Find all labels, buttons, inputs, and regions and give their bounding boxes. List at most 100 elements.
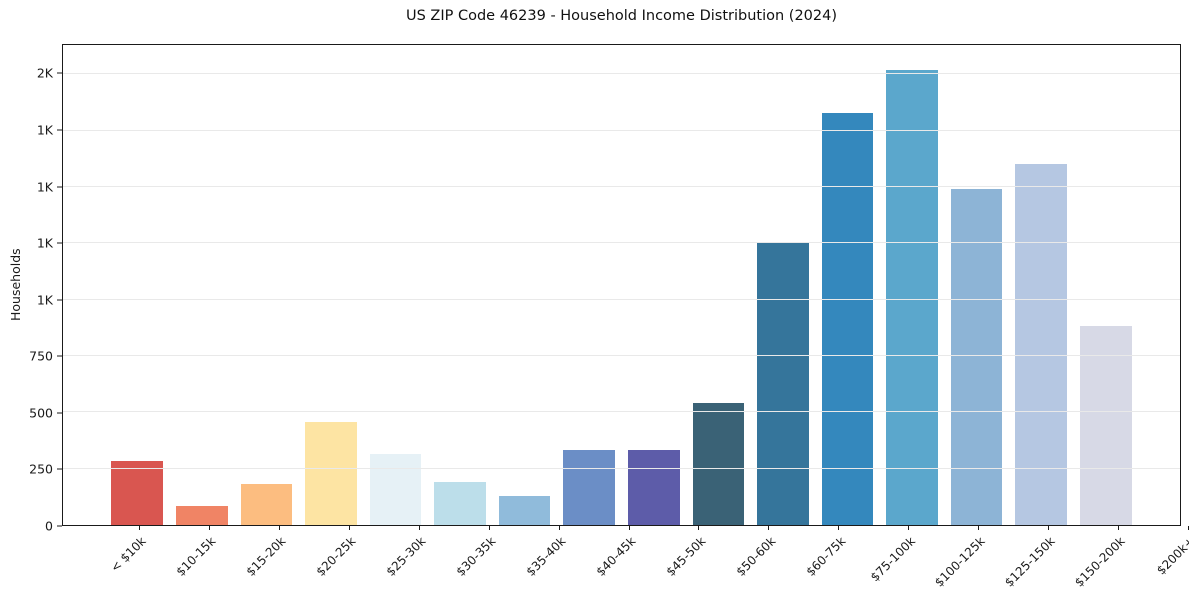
- y-tick-mark: [57, 129, 62, 131]
- bar-slot: [944, 45, 1009, 525]
- x-tick-label: $25-30k: [383, 534, 429, 579]
- x-tick-slot: $30-35k: [454, 526, 524, 588]
- x-tick-label: $10-15k: [173, 534, 219, 579]
- x-tick-label: $20-25k: [313, 534, 359, 579]
- bar-slot: [428, 45, 493, 525]
- bar-slot: [105, 45, 170, 525]
- bar: [369, 454, 422, 525]
- bar: [240, 484, 293, 525]
- gridline: [63, 467, 1180, 469]
- bar-slot: [1009, 45, 1074, 525]
- y-tick-label: 2K: [36, 65, 53, 81]
- x-tick-label: $200k+: [1154, 534, 1189, 578]
- x-tick-label: $75-100k: [867, 534, 919, 585]
- x-tick-label: $35-40k: [523, 534, 569, 579]
- bar-slot: [363, 45, 428, 525]
- x-tick-label: $45-50k: [663, 534, 709, 579]
- y-tick-mark: [57, 355, 62, 357]
- bar: [757, 243, 809, 525]
- x-tick-slot: $100-125k: [932, 526, 1013, 590]
- bar-slot: [622, 45, 687, 525]
- gridline: [63, 411, 1180, 413]
- y-tick-mark: [57, 186, 62, 188]
- x-tick-label: $30-35k: [453, 534, 499, 579]
- y-tick-label: 500: [29, 405, 53, 421]
- x-tick-slot: $40-45k: [594, 526, 664, 588]
- x-tick-slot: $45-50k: [664, 526, 734, 588]
- x-tick-mark: [1118, 526, 1120, 530]
- x-tick-mark: [418, 526, 420, 530]
- y-tick-mark: [57, 242, 62, 244]
- bar: [305, 422, 357, 525]
- bar: [692, 403, 745, 525]
- bar: [434, 482, 486, 525]
- x-tick-slot: < $10k: [104, 526, 174, 588]
- x-tick-label: $50-60k: [733, 534, 779, 579]
- bar-slot: [170, 45, 235, 525]
- x-tick-mark: [768, 526, 770, 530]
- x-tick-mark: [1048, 526, 1050, 530]
- bar: [627, 449, 680, 525]
- bar-slot: [686, 45, 751, 525]
- gridline: [63, 129, 1180, 131]
- bar-slot: [557, 45, 622, 525]
- x-tick-label: $40-45k: [593, 534, 639, 579]
- y-tick-mark: [57, 412, 62, 414]
- bar-slot: [751, 45, 816, 525]
- x-tick-mark: [838, 526, 840, 530]
- bar: [563, 449, 616, 525]
- bar-slot: [880, 45, 945, 525]
- x-tick-slot: $150-200k: [1072, 526, 1153, 590]
- x-tick-mark: [978, 526, 980, 530]
- y-tick-mark: [57, 299, 62, 301]
- x-tick-slot: $60-75k: [803, 526, 873, 588]
- x-tick-mark: [698, 526, 700, 530]
- x-tick-mark: [348, 526, 350, 530]
- x-tick-mark: [628, 526, 630, 530]
- y-tick-label: 1K: [36, 292, 53, 308]
- x-tick-slot: $200k+: [1153, 526, 1189, 588]
- x-tick-mark: [208, 526, 210, 530]
- plot-area: [62, 44, 1181, 526]
- y-tick-mark: [57, 72, 62, 74]
- x-tick-mark: [488, 526, 490, 530]
- x-tick-slot: $75-100k: [868, 526, 943, 588]
- y-tick-mark: [57, 468, 62, 470]
- gridline: [63, 298, 1180, 300]
- y-tick-label: 1K: [36, 235, 53, 251]
- bar: [1079, 325, 1132, 525]
- y-tick-mark: [57, 525, 62, 527]
- bar: [950, 189, 1003, 525]
- gridline: [63, 242, 1180, 244]
- x-tick-mark: [558, 526, 560, 530]
- y-tick-label: 1K: [36, 122, 53, 138]
- bar-slot: [815, 45, 880, 525]
- x-tick-slot: $125-150k: [1002, 526, 1083, 590]
- bar: [111, 460, 164, 525]
- bar-slot: [299, 45, 364, 525]
- x-tick-label: < $10k: [108, 534, 149, 575]
- x-tick-slot: $35-40k: [524, 526, 594, 588]
- bar-slot: [1073, 45, 1138, 525]
- x-tick-mark: [278, 526, 280, 530]
- x-tick-slot: $25-30k: [384, 526, 454, 588]
- chart-title: US ZIP Code 46239 - Household Income Dis…: [405, 8, 838, 24]
- bar: [886, 69, 938, 525]
- bar: [821, 112, 874, 525]
- bar-slot: [234, 45, 299, 525]
- y-tick-label: 1K: [36, 179, 53, 195]
- y-tick-label: 0: [45, 518, 53, 534]
- y-tick-marks: [57, 44, 62, 527]
- y-tick-label: 250: [29, 461, 53, 477]
- x-tick-label: $15-20k: [243, 534, 289, 579]
- bar-slot: [492, 45, 557, 525]
- bar: [498, 495, 551, 525]
- x-tick-slot: $15-20k: [244, 526, 314, 588]
- gridline: [63, 73, 1180, 75]
- gridline: [63, 355, 1180, 356]
- x-tick-slot: $50-60k: [733, 526, 803, 588]
- bars: [63, 45, 1180, 525]
- gridline: [63, 185, 1180, 187]
- x-tick-slot: $10-15k: [174, 526, 244, 588]
